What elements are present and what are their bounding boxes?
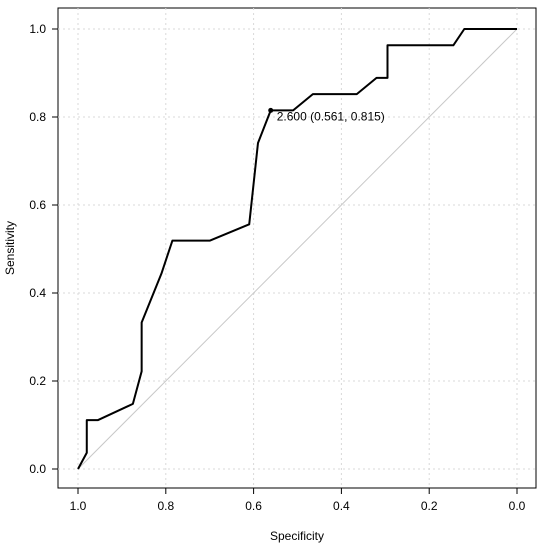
x-tick-label: 0.4 (333, 499, 350, 513)
y-tick-label: 1.0 (29, 22, 46, 36)
y-tick-label: 0.2 (29, 374, 46, 388)
y-axis: 0.0 0.2 0.4 0.6 0.8 1.0 (29, 22, 58, 476)
y-tick-label: 0.8 (29, 110, 46, 124)
x-tick-label: 1.0 (70, 499, 87, 513)
x-tick-label: 0.2 (421, 499, 438, 513)
y-tick-label: 0.4 (29, 286, 46, 300)
x-axis: 1.0 0.8 0.6 0.4 0.2 0.0 (70, 488, 526, 513)
threshold-annotation: 2.600 (0.561, 0.815) (277, 109, 385, 123)
plot-border (57, 7, 537, 489)
grid (58, 8, 536, 488)
y-tick-label: 0.0 (29, 462, 46, 476)
x-tick-label: 0.0 (509, 499, 526, 513)
x-tick-label: 0.8 (157, 499, 174, 513)
reference-diagonal (77, 28, 518, 470)
threshold-point (268, 107, 274, 113)
y-tick-label: 0.6 (29, 198, 46, 212)
y-axis-title: Sensitivity (3, 221, 17, 275)
x-axis-title: Specificity (270, 529, 324, 543)
x-tick-label: 0.6 (245, 499, 262, 513)
roc-curve (77, 28, 517, 470)
